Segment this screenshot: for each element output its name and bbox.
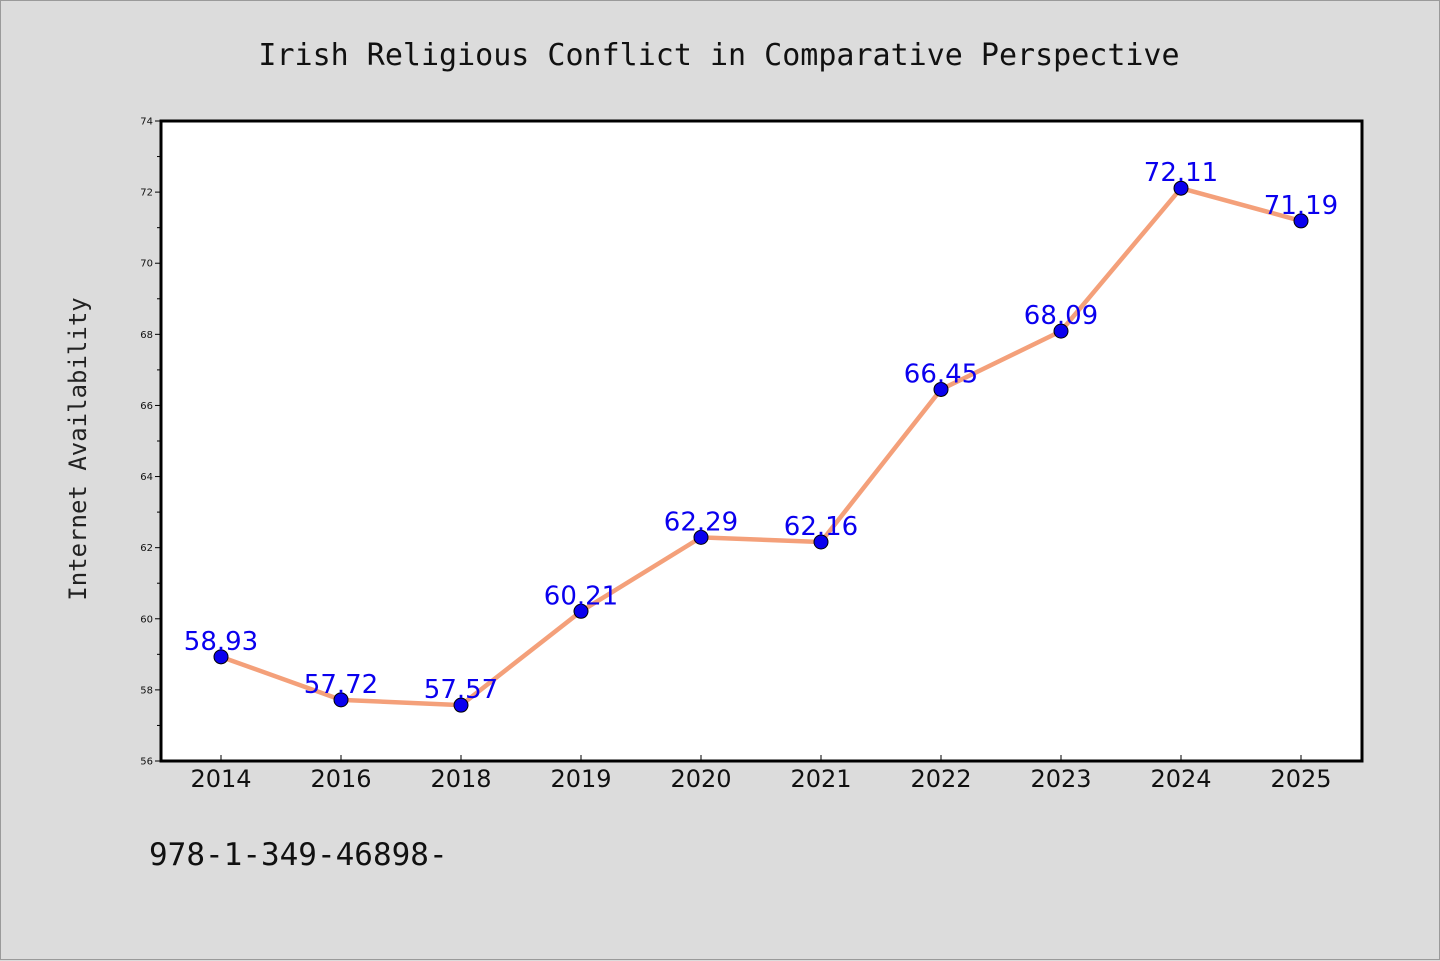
data-label-2025: 71.19	[1264, 191, 1338, 221]
data-labels: 58.93 57.72 57.57 60.21 62.29 62.16 66.45 68.09…	[184, 158, 1338, 705]
data-markers	[213, 180, 1309, 713]
y-tick-label: 66	[140, 401, 153, 412]
chart-title: Irish Religious Conflict in Comparative …	[258, 38, 1179, 73]
y-tick-label: 56	[140, 757, 153, 768]
y-tick-label: 64	[140, 472, 153, 483]
data-label-2018: 57.57	[424, 675, 498, 705]
data-point-2019	[573, 603, 589, 619]
data-label-2022: 66.45	[904, 359, 978, 389]
data-point-2025	[1293, 213, 1309, 229]
data-point-2020	[693, 529, 709, 545]
data-label-2016: 57.72	[304, 670, 378, 700]
data-point-2016	[333, 692, 349, 708]
data-point-2018	[453, 697, 469, 713]
series-line	[220, 185, 1302, 708]
data-point-2022	[933, 381, 949, 397]
footer-text: 978-1-349-46898-	[149, 837, 448, 873]
x-tick-label: 2014	[190, 765, 251, 793]
x-tick-label: 2022	[910, 765, 971, 793]
x-tick-label: 2020	[670, 765, 731, 793]
x-tick-label: 2018	[430, 765, 491, 793]
data-label-2019: 60.21	[544, 581, 618, 611]
data-label-2021: 62.16	[784, 512, 858, 542]
y-tick-label: 60	[140, 614, 153, 625]
data-point-2023	[1053, 323, 1069, 339]
x-tick-label: 2025	[1270, 765, 1331, 793]
y-axis: 56 58 60 62 64 66 68 70 72 74	[140, 117, 161, 768]
x-tick-label: 2016	[310, 765, 371, 793]
y-tick-label: 58	[140, 685, 153, 696]
y-tick-label: 72	[140, 188, 153, 199]
data-point-2021	[813, 534, 829, 550]
y-tick-label: 62	[140, 543, 153, 554]
plot-area	[161, 121, 1362, 761]
y-tick-label: 70	[140, 259, 153, 270]
data-point-2014	[213, 649, 229, 665]
x-tick-label: 2024	[1150, 765, 1211, 793]
y-tick-label: 68	[140, 330, 153, 341]
y-tick-label: 74	[140, 117, 153, 128]
x-tick-label: 2021	[790, 765, 851, 793]
data-label-2014: 58.93	[184, 627, 258, 657]
plot-frame	[159, 119, 1364, 763]
y-axis-label: Internet Availability	[64, 297, 92, 600]
x-axis: 2014 2016 2018 2019 2020 2021 2022 2023 2024 2025	[190, 755, 1332, 793]
data-label-2020: 62.29	[664, 507, 738, 537]
data-label-2023: 68.09	[1024, 301, 1098, 331]
x-tick-label: 2019	[550, 765, 611, 793]
data-label-2024: 72.11	[1144, 158, 1218, 188]
data-point-2024	[1173, 180, 1189, 196]
x-tick-label: 2023	[1030, 765, 1091, 793]
